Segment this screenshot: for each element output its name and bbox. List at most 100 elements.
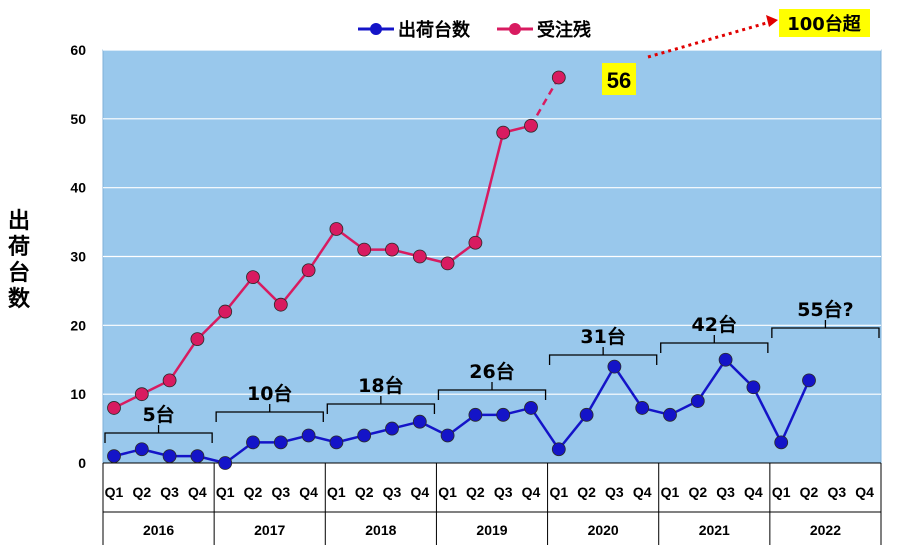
series-line (752, 386, 783, 443)
shipments-point (440, 428, 455, 443)
shipments-point (690, 394, 705, 408)
shipments-point (301, 428, 316, 443)
backlog-point (246, 270, 260, 285)
grid-lines (103, 49, 881, 395)
backlog-point (551, 70, 566, 85)
legend-marker-backlog (509, 23, 521, 35)
shipments-point (190, 449, 205, 464)
year-label: 2018 (365, 522, 396, 538)
x-tick-label: Q4 (188, 484, 207, 500)
backlog-point (385, 242, 399, 257)
shipments-point (802, 373, 816, 388)
y-axis: 0 10 20 30 40 50 60 (70, 42, 86, 471)
shipments-point (524, 401, 538, 415)
y-tick-label: 30 (70, 249, 86, 265)
shipments-point (134, 442, 149, 457)
year-label: 2022 (810, 522, 841, 538)
backlog-point (440, 256, 455, 271)
x-tick-label: Q4 (855, 484, 874, 500)
y-axis-title-char: 数 (8, 286, 31, 312)
annual-total-label: 42台 (692, 313, 737, 336)
y-tick-label: 50 (70, 111, 86, 127)
annual-bracket (548, 347, 658, 365)
shipments-point (496, 407, 511, 422)
x-tick-label: Q2 (355, 484, 374, 500)
series-line (307, 228, 338, 271)
y-tick-label: 60 (70, 42, 86, 58)
x-axis: Q1 Q2 Q3 Q4 Q1 Q2 Q3 Q4 Q1 Q2 Q3 Q4 Q1 Q2 Q3 Q4 Q1 Q2 Q3 Q4… (102, 462, 882, 545)
legend-label-backlog: 受注残 (537, 19, 591, 41)
shipments-point (551, 442, 566, 457)
annual-total-label: 10台 (247, 382, 292, 405)
legend-label-shipments: 出荷台数 (398, 19, 471, 41)
x-tick-label: Q2 (577, 484, 596, 500)
shipments-point (468, 407, 483, 422)
annual-total-label: 18台 (358, 374, 403, 397)
shipments-point (273, 435, 288, 450)
series-line (224, 276, 254, 313)
backlog-point (190, 332, 205, 347)
x-tick-label: Q2 (244, 484, 263, 500)
x-tick-label: Q2 (132, 484, 151, 500)
annual-brackets: 5台 10台 18台 26台 31台 42台 55台? (104, 298, 880, 443)
x-tick-label: Q2 (466, 484, 485, 500)
shipments-point (412, 414, 427, 429)
annual-bracket (326, 396, 436, 414)
shipments-point (607, 359, 622, 374)
x-tick-label: Q4 (410, 484, 429, 500)
x-tick-label: Q1 (216, 484, 235, 500)
shipments-point (579, 407, 594, 422)
annual-bracket (437, 382, 547, 400)
backlog-point (273, 297, 288, 312)
y-axis-title-char: 台 (8, 260, 30, 286)
x-tick-label: Q1 (105, 484, 124, 500)
backlog-point (134, 387, 149, 402)
x-tick-label: Q1 (549, 484, 568, 500)
y-tick-label: 20 (70, 317, 86, 333)
year-label: 2016 (143, 522, 174, 538)
callout-future-highlight (779, 9, 870, 37)
callout-value: 56 (607, 68, 631, 93)
series-line (696, 359, 727, 402)
x-tick-label: Q1 (772, 484, 791, 500)
x-tick-label: Q3 (716, 484, 735, 500)
series-line (168, 338, 199, 382)
annual-total-label: 31台 (580, 325, 625, 348)
backlog-point (468, 235, 483, 250)
shipments-point (162, 449, 177, 464)
backlog-point (107, 401, 121, 415)
shipments-point (329, 435, 344, 450)
annual-total-label: 26台 (469, 360, 514, 383)
series-line (529, 76, 560, 127)
backlog-point (496, 125, 511, 140)
x-tick-label: Q3 (494, 484, 513, 500)
x-tick-label: Q4 (299, 484, 318, 500)
shipments-point (774, 435, 789, 450)
shipments-point (385, 421, 399, 436)
shipments-point (357, 428, 372, 443)
backlog-point (301, 263, 316, 278)
y-tick-label: 0 (78, 455, 86, 471)
legend: 出荷台数 受注残 (358, 19, 591, 41)
future-arrowhead (766, 15, 778, 27)
legend-marker-shipments (370, 23, 382, 35)
x-tick-label: Q1 (661, 484, 680, 500)
series-line (529, 407, 560, 450)
backlog-point (329, 222, 344, 236)
x-tick-label: Q3 (383, 484, 402, 500)
callout-future: 100台超 (787, 13, 862, 35)
shipments-point (246, 435, 260, 450)
annual-bracket (660, 335, 769, 353)
x-tick-label: Q3 (827, 484, 846, 500)
series-line (780, 379, 811, 443)
year-label: 2017 (254, 522, 285, 538)
y-axis-title-char: 荷 (8, 235, 30, 260)
year-label: 2020 (588, 522, 619, 538)
x-tick-label: Q1 (327, 484, 346, 500)
backlog-point (218, 304, 233, 319)
shipments-point (635, 401, 650, 415)
x-tick-label: Q3 (160, 484, 179, 500)
x-tick-label: Q2 (800, 484, 819, 500)
backlog-point (357, 242, 372, 257)
backlog-point (162, 373, 177, 388)
